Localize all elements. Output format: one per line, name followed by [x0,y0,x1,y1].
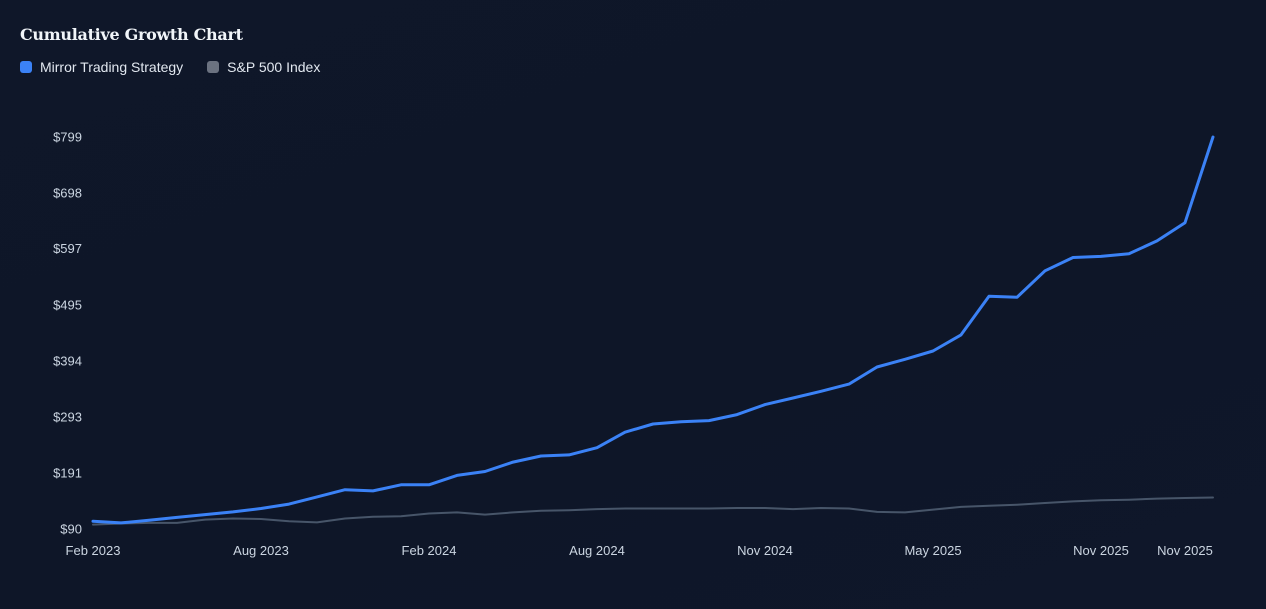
legend-swatch-mirror [20,61,32,73]
x-tick-label: Feb 2023 [66,543,121,558]
y-tick-label: $495 [53,298,82,313]
legend-item-sp500[interactable]: S&P 500 Index [207,59,320,75]
legend-item-mirror[interactable]: Mirror Trading Strategy [20,59,183,75]
x-tick-label: Nov 2025 [1157,543,1213,558]
x-tick-label: Nov 2024 [737,543,793,558]
y-tick-label: $597 [53,241,82,256]
legend-swatch-sp500 [207,61,220,73]
x-tick-label: Nov 2025 [1073,543,1129,558]
x-tick-label: May 2025 [904,543,961,558]
legend: Mirror Trading Strategy S&P 500 Index [20,59,320,75]
series-line-sp500 [92,496,1214,526]
chart-title: Cumulative Growth Chart [20,25,243,44]
x-tick-label: Aug 2023 [233,543,289,558]
y-tick-label: $90 [60,522,82,537]
legend-label-sp500: S&P 500 Index [227,59,321,75]
y-tick-label: $191 [53,466,82,481]
x-tick-label: Feb 2024 [402,543,457,558]
y-tick-label: $799 [53,130,82,145]
y-tick-label: $293 [53,409,82,424]
y-tick-label: $698 [53,185,82,200]
y-tick-label: $394 [53,353,82,368]
series-line-mirror [91,135,1215,525]
x-tick-label: Aug 2024 [569,543,625,558]
legend-label-mirror: Mirror Trading Strategy [40,59,184,75]
